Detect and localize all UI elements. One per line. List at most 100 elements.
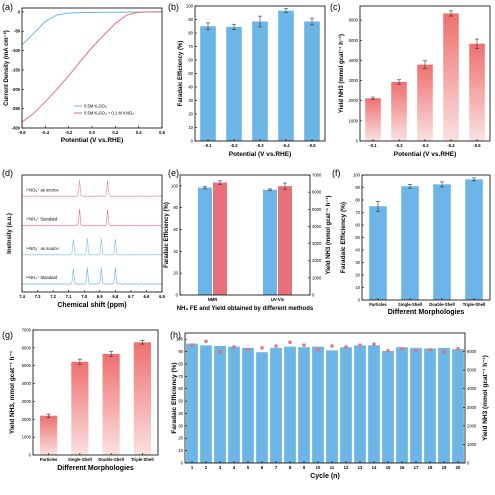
y-tick-label-f: 30: [355, 260, 360, 265]
panel-label-d: (d): [2, 168, 13, 178]
y-axis-label-f: Faradaic Efficiency (%): [340, 202, 347, 273]
y-tick-label-e: 80: [173, 205, 178, 210]
bar-f: [433, 184, 451, 300]
y-tick-label-e: 0: [312, 293, 315, 298]
bar-g: [133, 342, 151, 455]
bar-h: [256, 352, 268, 463]
y-tick-label-f: 50: [355, 235, 360, 240]
x-axis-label-d: Chemical shift (ppm): [57, 302, 126, 309]
bar-h: [340, 347, 352, 463]
x-tick-label-d: 6.5: [159, 294, 165, 299]
panel-label-g: (g): [2, 330, 13, 340]
y-tick-label-g: 0: [29, 453, 32, 458]
marker-h: [414, 349, 418, 353]
bar-e: [198, 187, 212, 295]
x-tick-label-f: Single-Shell: [398, 302, 422, 307]
y-tick-label-a: -50: [14, 29, 21, 34]
x-tick-label-g: Single-Shell: [68, 457, 92, 462]
bar-h: [214, 346, 226, 463]
bar-b: [200, 26, 216, 141]
x-tick-label-c: -0.3: [421, 143, 429, 148]
nmr-trace-d: [21, 209, 163, 227]
x-tick-label-c: -0.1: [369, 143, 377, 148]
y-tick-label-e: 1000: [312, 275, 322, 280]
y-tick-label-e: 0: [176, 293, 179, 298]
x-tick-label-b: -0.2: [230, 143, 238, 148]
y-axis-label-b: Faradaic Efficiency (%): [178, 41, 184, 107]
y-tick-label-h: 1000: [467, 442, 477, 447]
legend-label-a: 0.5M K₂SO₄ + 0.1 M KNO₃: [84, 111, 134, 116]
bar-h: [270, 347, 282, 463]
x-tick-label-b: -0.5: [308, 143, 316, 148]
y-axis-label-c: Yield NH3 (mmol gcat⁻¹ h⁻¹): [338, 34, 345, 113]
bar-c: [469, 43, 485, 141]
x-tick-label-h: 13: [358, 465, 363, 470]
x-axis-label-f: Different Morphologies: [388, 309, 465, 316]
y-tick-label-f: 40: [355, 248, 360, 253]
y-axis-label-h: Yield NH3 (mmol gcat⁻¹ h⁻¹): [482, 355, 489, 441]
bar-e: [278, 186, 292, 295]
x-tick-label-a: 0.2: [112, 130, 118, 135]
x-tick-label-c: -0.4: [447, 143, 455, 148]
y-tick-label-e: 5000: [312, 207, 322, 212]
y-tick-label-b: 60: [188, 58, 193, 63]
marker-h: [260, 346, 264, 350]
marker-h: [204, 339, 208, 343]
x-tick-label-h: 20: [456, 465, 461, 470]
x-tick-label-h: 19: [442, 465, 447, 470]
bar-h: [284, 346, 296, 463]
nmr-trace-d: [21, 179, 163, 198]
y-tick-label-a: 0: [18, 9, 21, 14]
bar-h: [410, 347, 422, 463]
x-tick-label-d: 7.1: [66, 294, 72, 299]
bar-c: [391, 81, 407, 141]
bar-c: [365, 98, 381, 141]
marker-h: [288, 340, 292, 344]
trace-label-d: ¹⁴NH₄⁺ Standard: [26, 275, 58, 280]
y-tick-label-h: 10: [178, 448, 183, 453]
panel-label-b: (b): [168, 2, 179, 12]
bar-f: [369, 206, 387, 300]
y-tick-label-h: 40: [178, 411, 183, 416]
plot-c-frame: [359, 5, 491, 142]
bar-h: [354, 345, 366, 463]
legend-label-a: 0.5M K₂SO₄: [84, 104, 107, 109]
x-tick-label-h: 15: [386, 465, 391, 470]
bar-h: [396, 347, 408, 463]
x-tick-label-d: 7.0: [81, 294, 87, 299]
y-tick-label-g: 7000: [22, 328, 32, 333]
y-tick-label-f: 60: [355, 223, 360, 228]
y-tick-label-h: 50: [178, 399, 183, 404]
marker-h: [386, 349, 390, 353]
x-tick-label-h: 16: [400, 465, 405, 470]
x-tick-label-h: 4: [233, 465, 236, 470]
marker-h: [232, 345, 236, 349]
y-axis-label-d: Inetnsity (a.u.): [7, 213, 13, 254]
y-tick-label-e: 2000: [312, 258, 322, 263]
y-tick-label-h: 30: [178, 423, 183, 428]
bar-b: [226, 26, 242, 141]
y-tick-label-c: 1000: [349, 118, 359, 123]
y-tick-label-h: 4000: [467, 386, 477, 391]
x-tick-label-h: 10: [316, 465, 321, 470]
y-tick-label-b: 40: [188, 85, 193, 90]
y-tick-label-e: 40: [173, 249, 178, 254]
bar-h: [438, 347, 450, 463]
bar-g: [71, 361, 89, 455]
bar-c: [443, 13, 459, 142]
y-tick-label-h: 3000: [467, 405, 477, 410]
y-tick-label-e: 6000: [312, 190, 322, 195]
marker-h: [274, 344, 278, 348]
y-tick-label-e: 4000: [312, 224, 322, 229]
x-tick-label-h: 2: [205, 465, 208, 470]
panel-label-h: (h): [170, 330, 181, 340]
bar-g: [102, 353, 120, 455]
y-tick-label-h: 100: [176, 337, 184, 342]
x-tick-label-a: 0.4: [136, 130, 142, 135]
marker-h: [246, 348, 250, 352]
y-axis-label-g: Yield NH3, mmol gcat⁻¹ h⁻¹: [9, 351, 16, 434]
y-tick-label-f: 80: [355, 198, 360, 203]
x-tick-label-d: 7.2: [50, 294, 56, 299]
x-tick-label-a: -0.2: [65, 130, 73, 135]
y-tick-label-f: 10: [355, 285, 360, 290]
